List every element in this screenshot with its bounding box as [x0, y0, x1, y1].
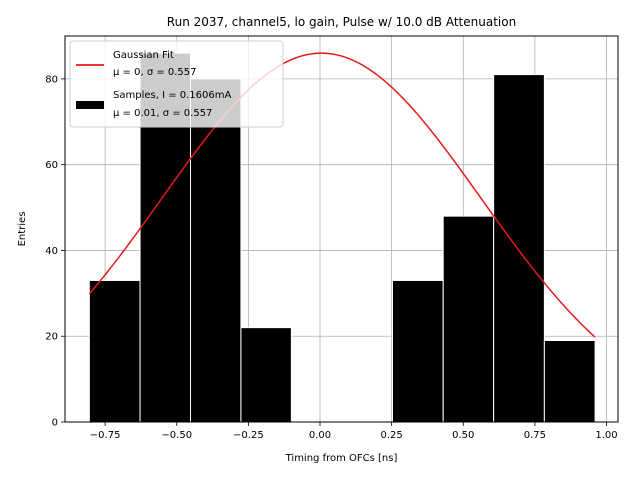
y-tick-label: 20 [45, 332, 58, 343]
x-tick-label: 0.50 [452, 430, 474, 441]
histogram-bar [392, 279, 444, 423]
x-tick-label: −0.75 [90, 430, 121, 441]
legend: Gaussian Fit μ = 0, σ = 0.557 Samples, I… [69, 40, 284, 128]
histogram-bar [543, 340, 596, 423]
x-axis-label: Timing from OFCs [ns] [285, 453, 398, 464]
y-tick-label: 80 [45, 74, 58, 85]
gaussian-fit-curve [88, 52, 596, 338]
histogram-bar [240, 327, 292, 423]
histogram-bar [442, 215, 495, 423]
x-tick-label: −0.25 [233, 430, 264, 441]
legend-fit-stats: μ = 0, σ = 0.557 [113, 67, 197, 78]
y-axis-ticks: 0 20 40 60 80 [45, 74, 65, 429]
chart-title: Run 2037, channel5, lo gain, Pulse w/ 10… [167, 15, 516, 29]
y-tick-label: 0 [52, 418, 58, 429]
histogram-bar [88, 279, 141, 423]
legend-samples-name: Samples, I = 0.1606mA [113, 90, 231, 101]
y-axis-label: Entries [17, 212, 28, 247]
histogram-bar [189, 78, 242, 423]
x-axis-ticks: −0.75 −0.50 −0.25 0.00 0.25 0.50 0.75 1.00 [90, 422, 618, 441]
legend-samples-swatch [76, 101, 104, 109]
y-tick-label: 60 [45, 160, 58, 171]
legend-fit-name: Gaussian Fit [113, 50, 174, 61]
plot-frame [64, 35, 619, 423]
legend-box [69, 40, 284, 128]
x-tick-label: −0.50 [161, 430, 192, 441]
histogram-bar [493, 74, 545, 423]
x-tick-label: 0.25 [381, 430, 403, 441]
y-tick-label: 40 [45, 246, 58, 257]
x-tick-label: 1.00 [595, 430, 617, 441]
x-tick-label: 0.00 [309, 430, 331, 441]
legend-samples-stats: μ = 0.01, σ = 0.557 [113, 108, 212, 119]
x-tick-label: 0.75 [524, 430, 546, 441]
